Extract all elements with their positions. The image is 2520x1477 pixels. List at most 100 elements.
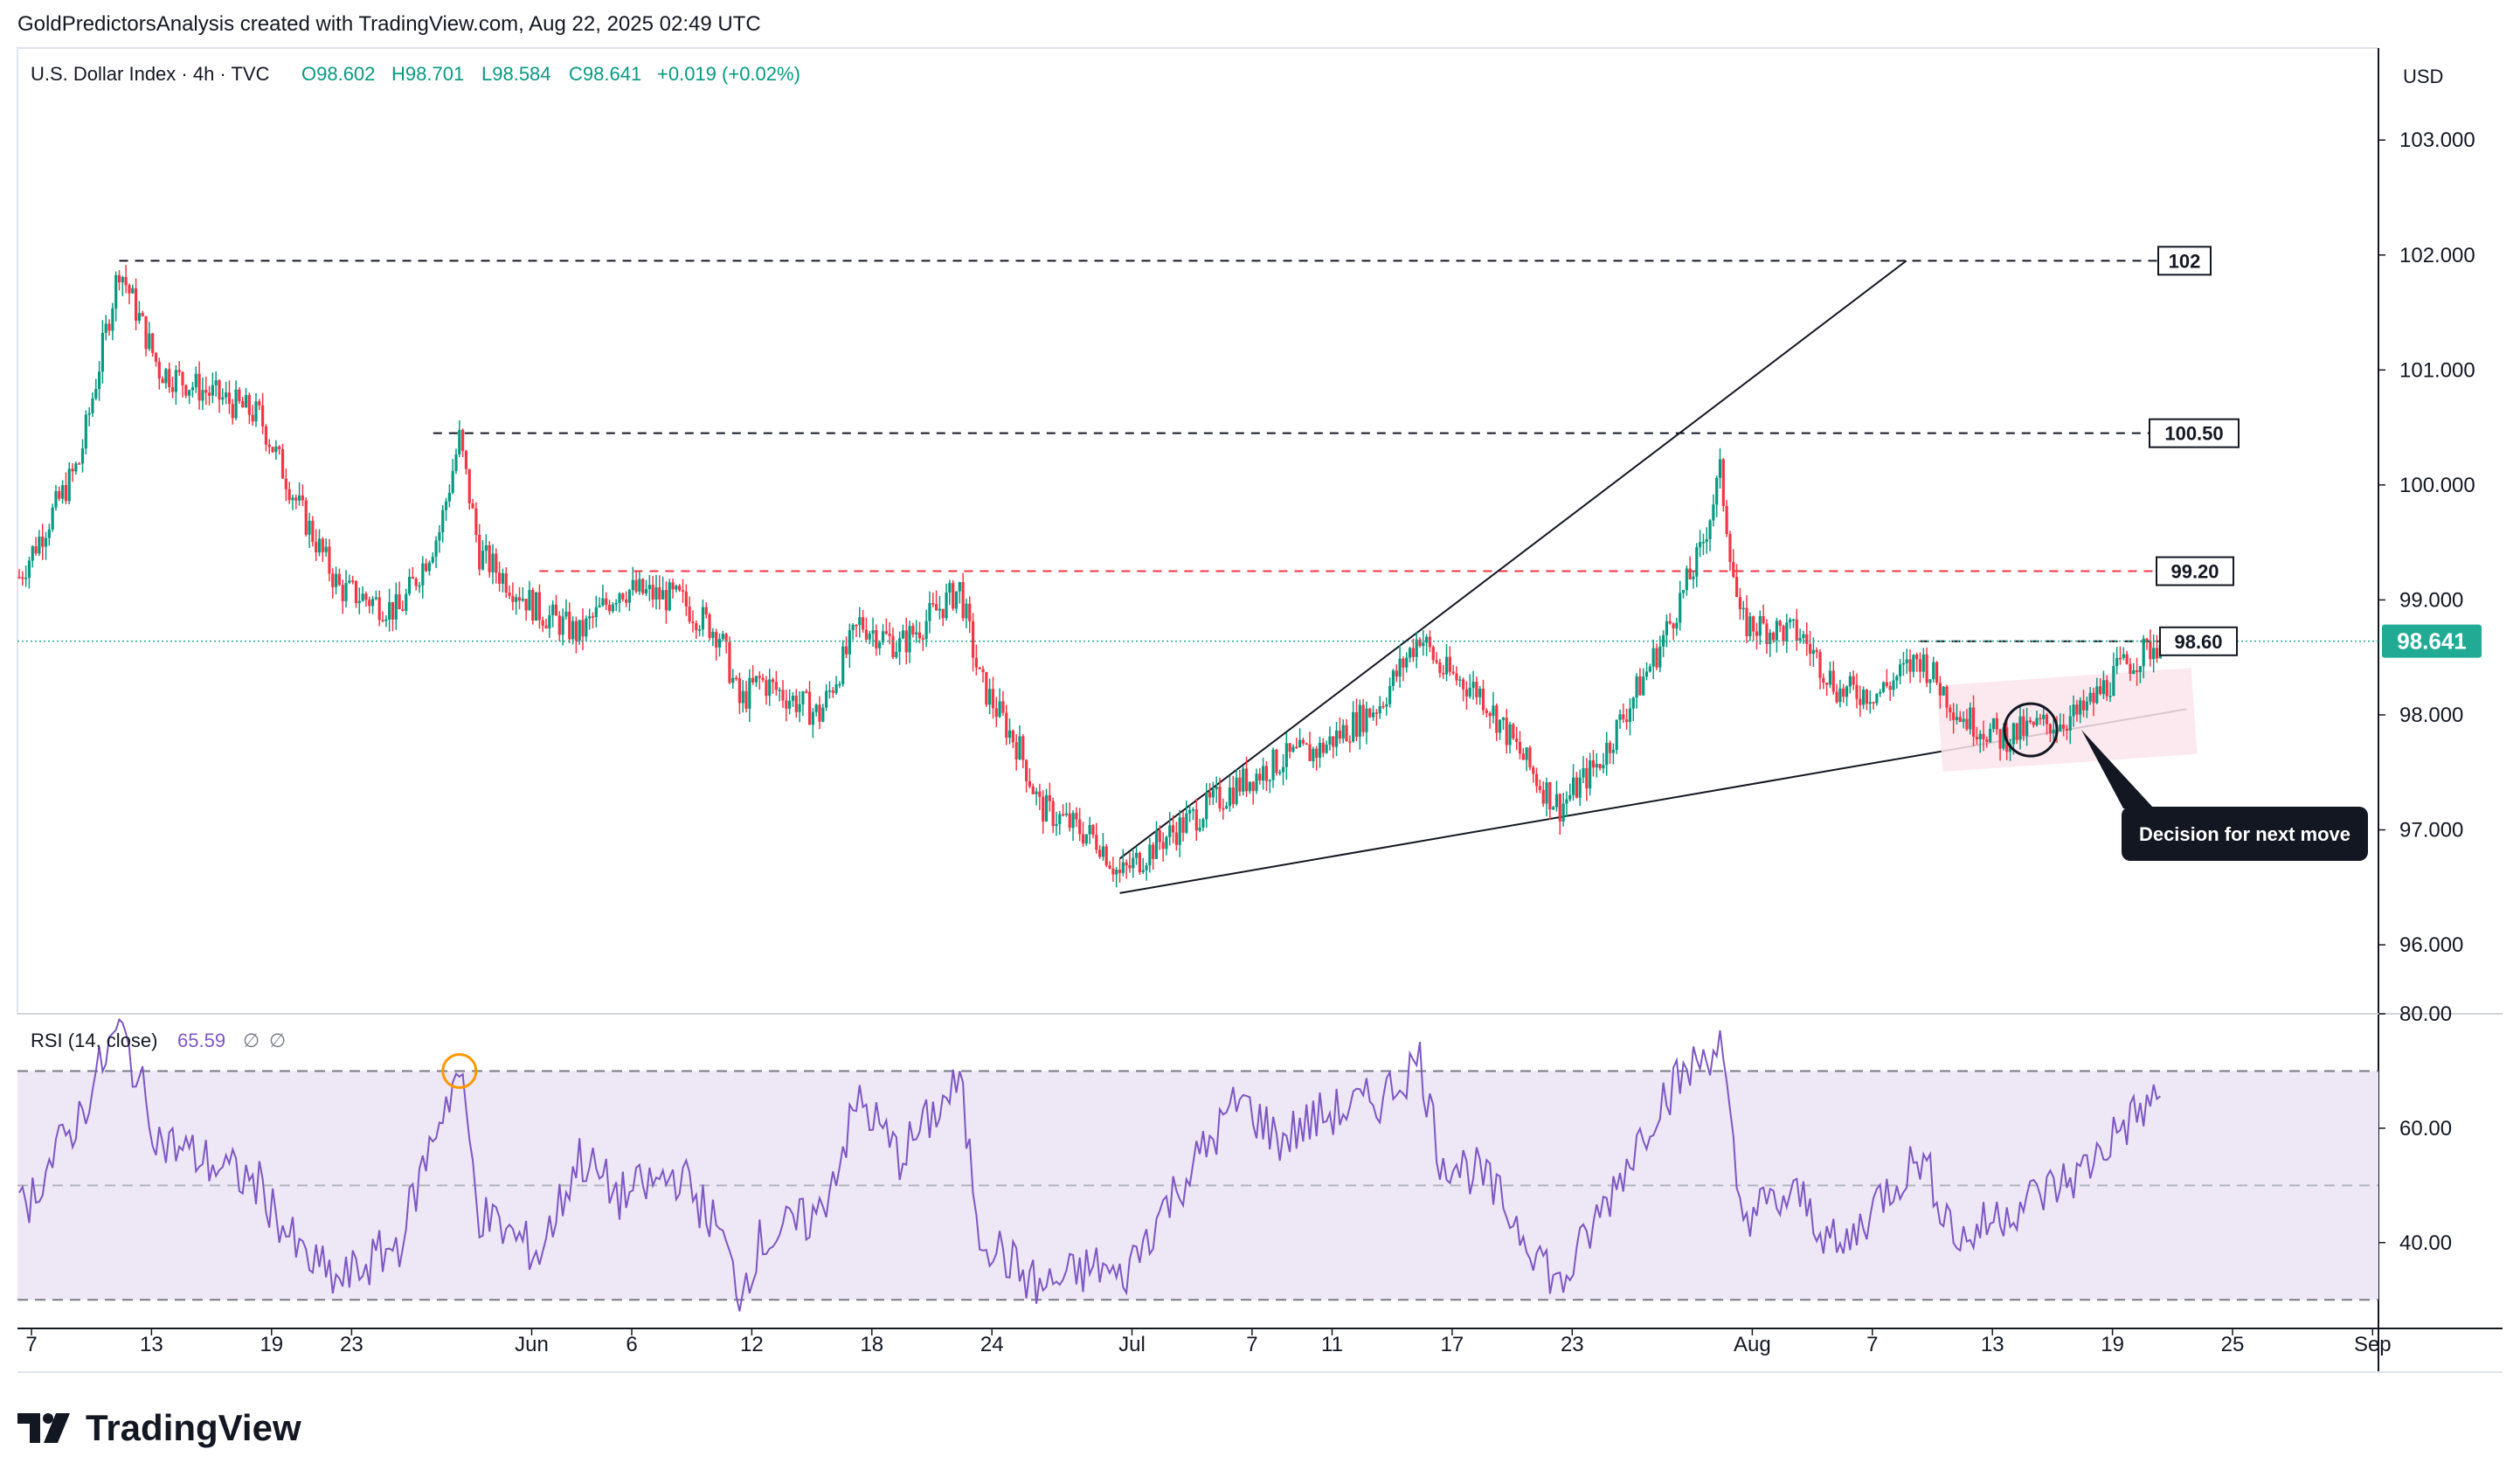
candle-body — [941, 608, 945, 619]
candle-body — [1481, 689, 1485, 711]
candle-body — [1231, 787, 1235, 804]
tradingview-logo[interactable]: TradingView — [17, 1407, 301, 1449]
candle-body — [1901, 662, 1906, 665]
candle-body — [878, 642, 882, 648]
candle-body — [1084, 834, 1088, 844]
candle-body — [1201, 819, 1205, 828]
candle-body — [141, 313, 144, 316]
candle-body — [758, 676, 761, 678]
candle-body — [1281, 766, 1285, 773]
change-value: +0.019 (+0.02%) — [657, 63, 800, 85]
candle-body — [1534, 773, 1539, 787]
candle-body — [2101, 680, 2106, 695]
candle-body — [1855, 684, 1859, 699]
candle-body — [678, 586, 682, 591]
candle-body — [1975, 737, 1978, 739]
candle-body — [717, 639, 722, 648]
candle-body — [541, 620, 544, 626]
candle-body — [1589, 760, 1592, 789]
rsi-legend[interactable]: RSI (14, close) 65.59 ∅ ∅ — [31, 1030, 286, 1051]
candle-body — [858, 617, 862, 626]
candle-body — [1312, 748, 1315, 761]
candle-body — [1521, 753, 1525, 760]
close-value: C98.641 — [569, 63, 641, 85]
candle-body — [2072, 704, 2075, 717]
candle-body — [157, 361, 161, 379]
candle-body — [831, 690, 834, 693]
candle-body — [161, 378, 164, 384]
candle-body — [1402, 658, 1405, 668]
candle-body — [1605, 742, 1609, 766]
candle-body — [688, 607, 691, 622]
candle-body — [1885, 682, 1888, 686]
high-value: H98.701 — [391, 63, 464, 85]
candle-body — [1194, 809, 1198, 831]
candle-body — [1464, 689, 1469, 697]
candle-body — [851, 624, 855, 631]
candle-body — [534, 592, 538, 621]
candle-body — [751, 677, 755, 683]
candle-body — [741, 690, 744, 704]
candle-body — [1835, 691, 1838, 703]
candle-body — [1468, 687, 1471, 697]
main-legend[interactable]: U.S. Dollar Index · 4h · TVC O98.602 H98… — [31, 63, 800, 85]
rsi-tick-label: 80.00 — [2399, 1002, 2452, 1026]
candle-body — [1921, 654, 1925, 672]
symbol-label: U.S. Dollar Index · 4h · TVC — [31, 63, 270, 85]
candle-body — [695, 623, 698, 631]
candle-body — [1701, 542, 1706, 544]
candle-body — [244, 395, 248, 408]
candle-body — [1255, 773, 1258, 792]
candle-body — [267, 444, 271, 447]
candle-body — [271, 447, 274, 453]
candle-body — [788, 700, 792, 709]
candle-body — [308, 520, 311, 535]
candle-body — [581, 620, 585, 637]
candle-body — [1631, 697, 1635, 709]
candle-body — [2118, 657, 2122, 660]
candle-body — [1141, 870, 1145, 873]
level-label-text: 100.50 — [2164, 423, 2223, 445]
candle-body — [207, 392, 211, 396]
candle-body — [391, 601, 395, 620]
candle-body — [731, 677, 735, 683]
candle-body — [164, 369, 168, 384]
candle-body — [1748, 616, 1752, 637]
candle-body — [1358, 704, 1361, 737]
candle-body — [1868, 702, 1872, 704]
candle-body — [1899, 664, 1902, 676]
candle-body — [1014, 742, 1018, 759]
last-price-badge-bg — [2382, 624, 2482, 658]
time-tick-label: Jul — [1118, 1333, 1146, 1356]
candle-body — [438, 531, 441, 541]
candle-body — [1925, 654, 1928, 683]
candle-body — [434, 540, 438, 558]
time-tick-label: 23 — [1561, 1333, 1584, 1356]
candle-body — [1495, 705, 1499, 733]
candle-body — [1138, 852, 1141, 873]
candle-body — [1568, 794, 1572, 800]
candle-body — [1971, 707, 1976, 738]
candle-body — [1035, 791, 1038, 794]
candle-body — [568, 611, 571, 640]
candle-body — [1852, 676, 1855, 685]
last-price-badge: 98.641 — [2382, 624, 2482, 658]
candle-body — [754, 676, 758, 683]
candle-body — [551, 604, 555, 615]
candle-body — [1238, 777, 1242, 792]
candle-body — [1872, 702, 1875, 704]
candle-body — [684, 592, 688, 607]
candle-body — [607, 604, 612, 612]
candle-body — [1681, 590, 1686, 593]
chart-credit: GoldPredictorsAnalysis created with Trad… — [17, 12, 761, 36]
candle-body — [1188, 809, 1192, 814]
currency-label[interactable]: USD — [2403, 66, 2443, 87]
candle-body — [1718, 459, 1722, 478]
candle-body — [471, 503, 474, 509]
candle-body — [1644, 671, 1649, 677]
candle-body — [2032, 721, 2035, 725]
candle-body — [1248, 781, 1251, 792]
candle-body — [1638, 676, 1642, 696]
candle-body — [924, 621, 928, 640]
